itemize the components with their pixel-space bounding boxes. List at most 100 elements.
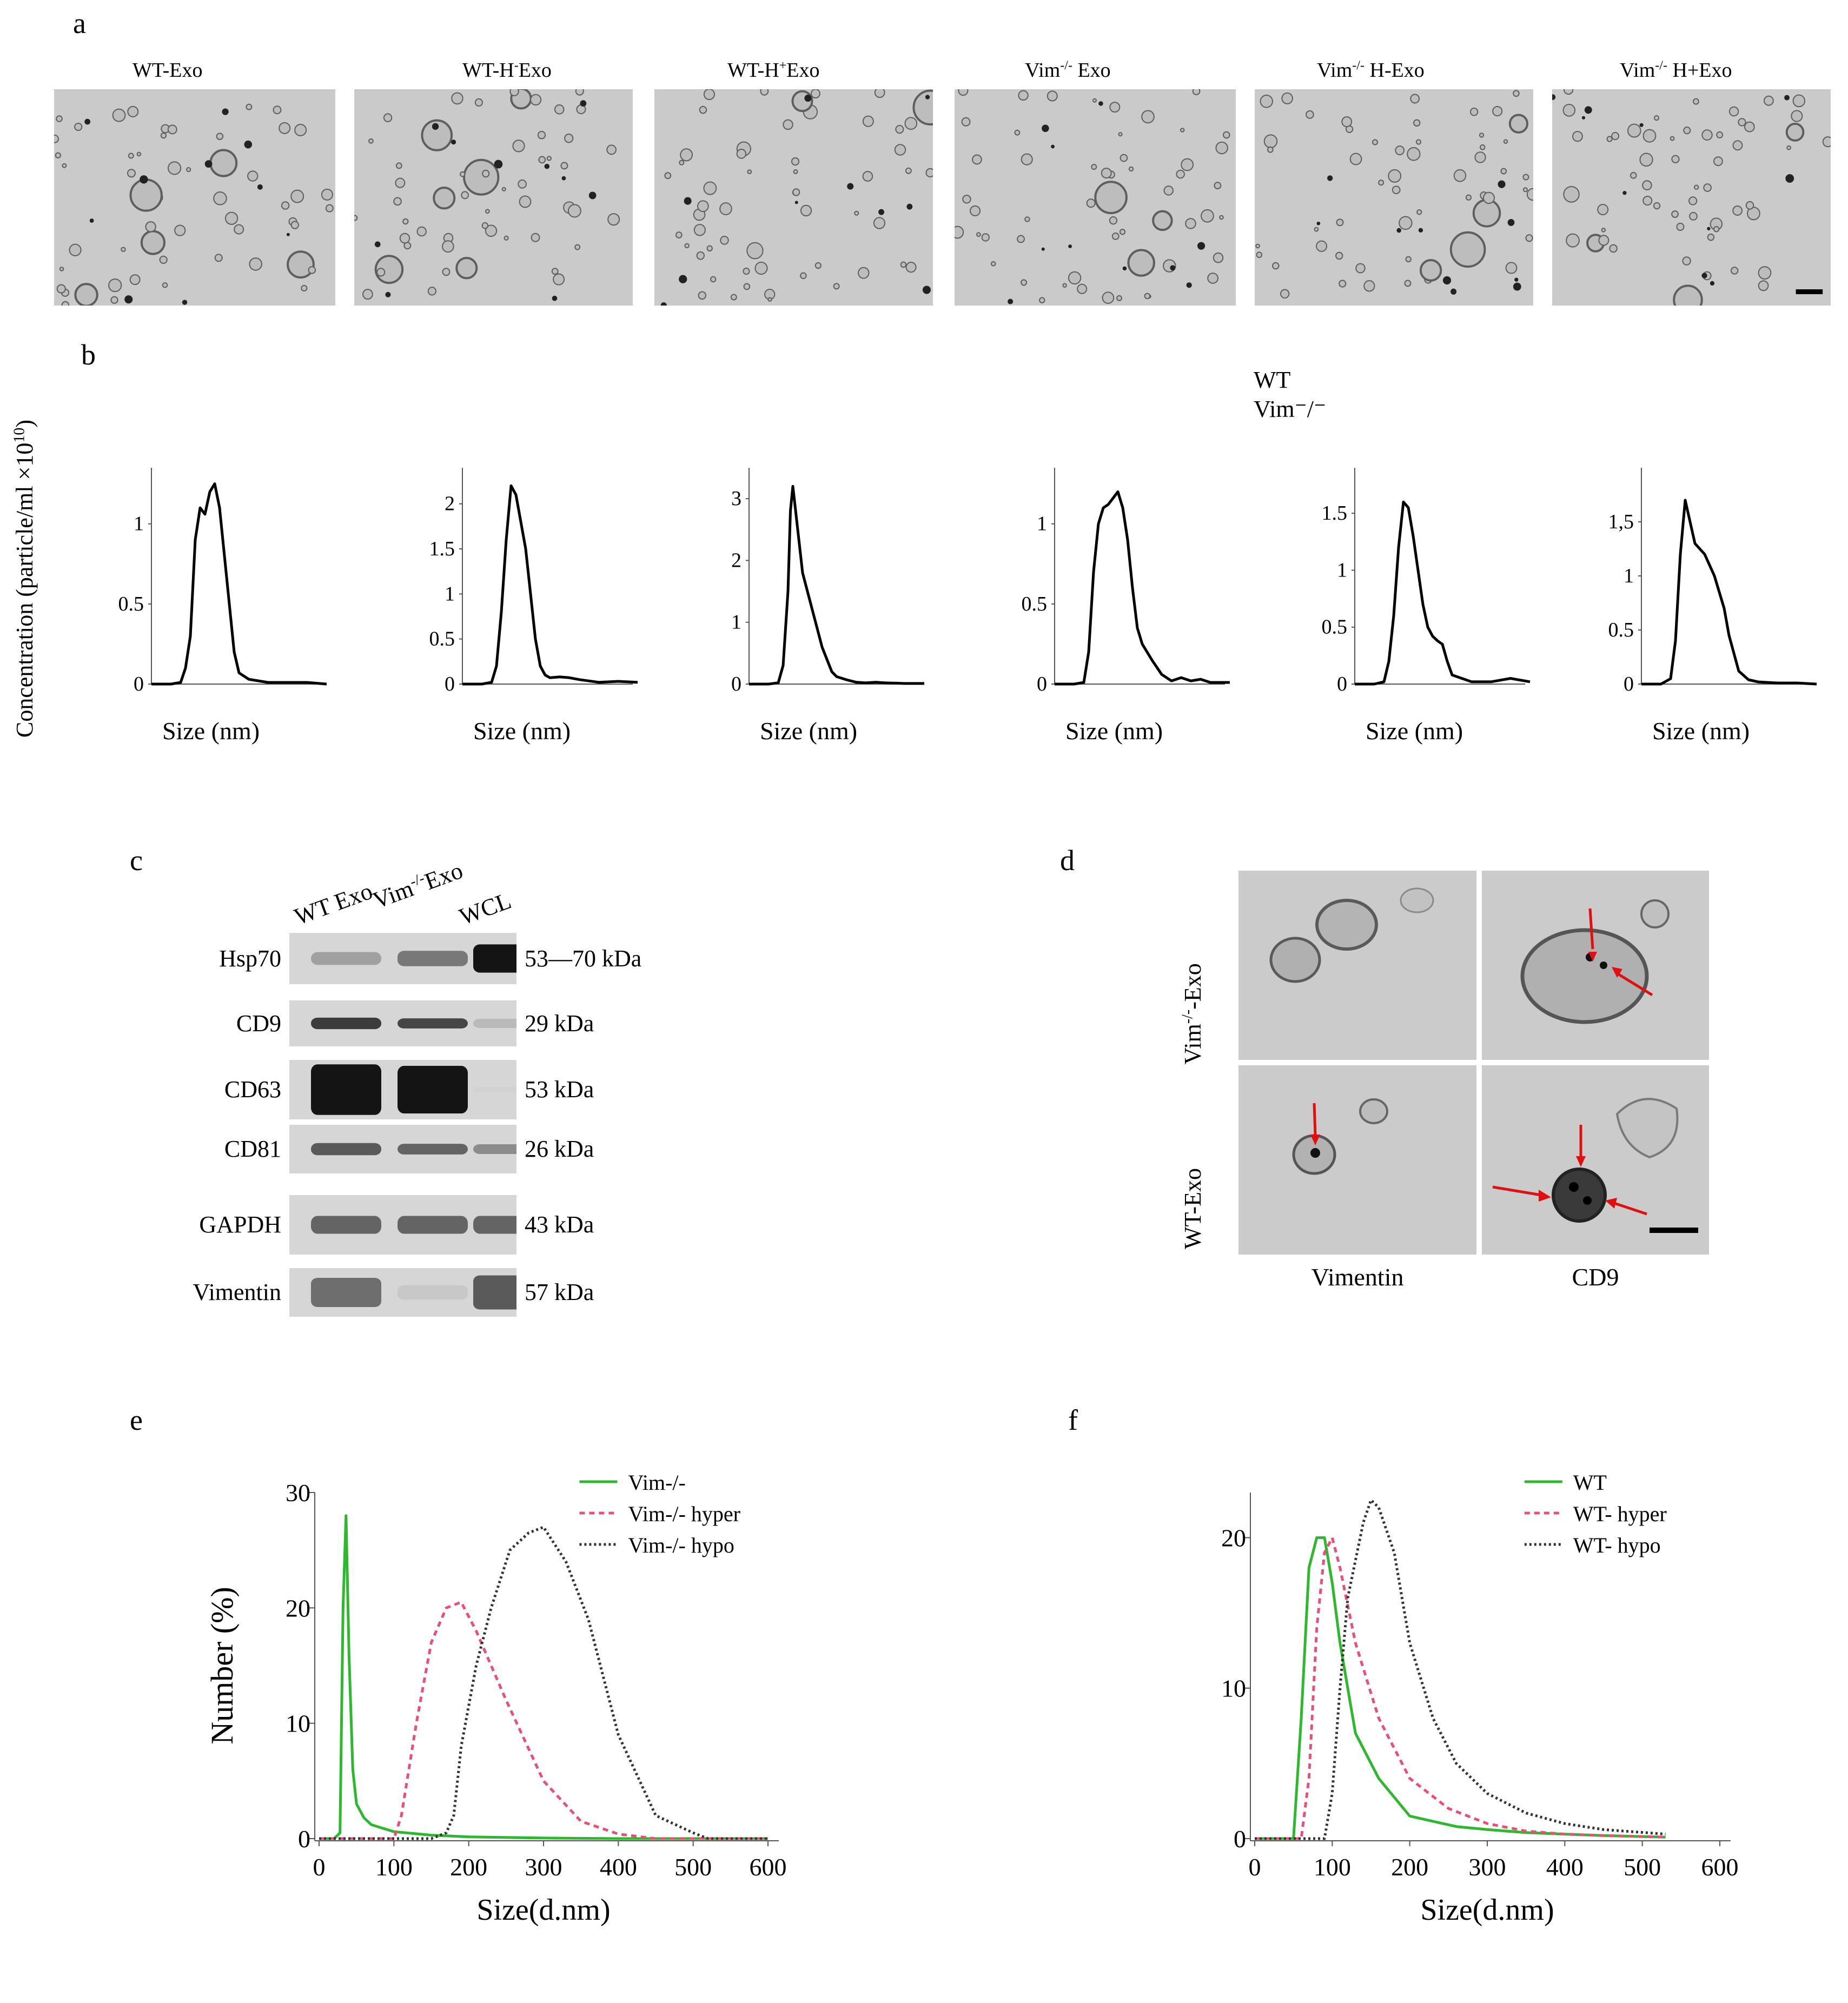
nta-xtick-label: 200 — [822, 695, 851, 698]
dls-legend-label: WT- hypo — [1573, 1533, 1661, 1557]
nta-legend-vim: Vim⁻/⁻ — [1254, 396, 1327, 422]
nta-ytick-label: 1 — [1037, 513, 1047, 535]
tem-label-3: WT-H+Exo — [727, 58, 820, 82]
wb-kda-label: 29 kDa — [525, 1010, 594, 1037]
dls-series-line-2 — [319, 1601, 768, 1840]
nta-ytick-label: 0.5 — [1022, 593, 1048, 615]
panel-label-c: c — [130, 844, 143, 877]
dls-ytick-label: 20 — [286, 1594, 310, 1622]
tem-micrograph-2 — [354, 89, 633, 306]
nta-xtick-label: 200 — [1714, 695, 1744, 698]
dls-ytick-label: 0 — [298, 1825, 310, 1853]
dls-series-line-3 — [1255, 1498, 1666, 1840]
nta-chart-5: 0 0.5 1 1.5 100 200 300 — [1293, 438, 1531, 717]
tem-label-6: Vim-/- H+Exo — [1620, 58, 1732, 82]
nta-xtick-label: 300 — [871, 695, 900, 698]
wb-column-vim-exo: Vim-/-Exo — [369, 857, 467, 914]
wb-band-strip-hsp70 — [289, 933, 516, 984]
nta-xtick-label: 300 — [1476, 695, 1506, 698]
wb-row-label-cd63: CD63 — [224, 1076, 281, 1103]
nta-ytick-label: 1,5 — [1608, 510, 1634, 533]
nta-xtick-label: 100 — [487, 695, 516, 698]
nta-ytick-label: 1 — [731, 611, 741, 634]
dls-series-line-2 — [1255, 1536, 1666, 1840]
nta-ytick-label: 0 — [1624, 673, 1634, 695]
wb-row-label-vimentin: Vimentin — [193, 1279, 281, 1305]
panel-label-d: d — [1060, 844, 1075, 877]
immuno-vim-vimentin — [1238, 871, 1476, 1060]
nta-chart-6: 0 0.5 1 1,5 100 200 300 — [1579, 438, 1817, 717]
immuno-row-label-vim: Vim-/--Exo — [1179, 963, 1206, 1065]
nta-ytick-label: 0.5 — [1322, 616, 1348, 639]
dls-xtick-label: 200 — [1391, 1853, 1428, 1881]
nta-size-distribution-line — [1641, 499, 1817, 686]
nta-ytick-label: 0 — [1037, 673, 1047, 695]
wb-row-label-cd81: CD81 — [224, 1136, 281, 1162]
nta-ytick-label: 2 — [731, 549, 741, 572]
immuno-col-label-cd9: CD9 — [1572, 1263, 1619, 1291]
tem-micrograph-3 — [654, 89, 933, 306]
dls-y-axis-label: Number (%) — [204, 1587, 240, 1745]
nta-chart-1: 0 0.5 1 100 200 300 — [89, 438, 327, 717]
tem-label-5: Vim-/- H-Exo — [1317, 58, 1425, 82]
nta-xtick-label: 200 — [1128, 695, 1157, 698]
dls-chart-f: 0 100 200 300 400 500 600 0 10 20 WT WT- hyper WT- h… — [1221, 1470, 1739, 1927]
dls-series-line-3 — [319, 1526, 768, 1840]
nta-legend: WT Vim⁻/⁻ — [1254, 366, 1326, 424]
dls-x-axis-label: Size(d.nm) — [1420, 1893, 1554, 1927]
wb-row-label-hsp70: Hsp70 — [219, 945, 281, 972]
dls-xtick-label: 500 — [1624, 1853, 1661, 1881]
nta-ytick-label: 0.5 — [118, 593, 144, 615]
nta-ytick-label: 1 — [1624, 565, 1634, 587]
nta-ytick-label: 0 — [134, 673, 144, 695]
dls-xtick-label: 0 — [313, 1853, 326, 1881]
nta-ytick-label: 1 — [134, 513, 144, 535]
nta-xtick-label: 300 — [1176, 695, 1205, 698]
nta-x-axis-label: Size (nm) — [759, 717, 858, 745]
dls-ytick-label: 30 — [286, 1479, 310, 1507]
nta-size-distribution-line — [462, 484, 638, 686]
dls-xtick-label: 200 — [450, 1853, 487, 1881]
nta-ytick-label: 0.5 — [429, 628, 455, 651]
nta-ytick-label: 0 — [445, 673, 455, 695]
dls-xtick-label: 100 — [375, 1853, 413, 1881]
dls-xtick-label: 0 — [1249, 1853, 1261, 1881]
wb-kda-label: 43 kDa — [525, 1211, 594, 1238]
dls-xtick-label: 400 — [600, 1853, 637, 1881]
nta-ytick-label: 1 — [1337, 559, 1347, 581]
nta-size-distribution-line — [1355, 500, 1531, 686]
dls-legend-label: WT — [1573, 1470, 1607, 1495]
immuno-col-label-vimentin: Vimentin — [1311, 1263, 1404, 1291]
nta-y-axis-label: Concentration (particle/ml ×1010) — [11, 420, 38, 738]
nta-ytick-label: 0.5 — [1608, 619, 1634, 641]
tem-micrograph-6 — [1552, 89, 1831, 306]
nta-xtick-label: 300 — [584, 695, 613, 698]
dls-xtick-label: 500 — [674, 1853, 712, 1881]
nta-x-axis-label: Size (nm) — [1365, 717, 1463, 745]
dls-series-line-1 — [1255, 1536, 1666, 1840]
panel-label-e: e — [130, 1404, 143, 1436]
tem-label-1: WT-Exo — [133, 59, 203, 82]
nta-xtick-label: 100 — [1379, 695, 1408, 698]
dls-ytick-label: 20 — [1221, 1524, 1246, 1551]
panel-label-a: a — [73, 7, 86, 39]
nta-ytick-label: 3 — [731, 487, 741, 510]
tem-micrograph-1 — [54, 89, 335, 306]
dls-xtick-label: 600 — [750, 1853, 787, 1881]
nta-size-distribution-line — [1055, 490, 1230, 686]
nta-chart-4: 0 0.5 1 100 200 300 — [992, 438, 1230, 717]
immuno-vim-cd9 — [1482, 871, 1709, 1060]
wb-band-strip-cd63 — [289, 1060, 516, 1119]
nta-xtick-label: 100 — [1666, 695, 1695, 698]
dls-xtick-label: 600 — [1701, 1853, 1739, 1881]
wb-kda-label: 26 kDa — [525, 1136, 594, 1162]
nta-chart-2: 0 0.5 1 1.5 2 100 200 300 — [400, 438, 638, 717]
nta-xtick-label: 100 — [773, 695, 803, 698]
tem-label-2: WT-H-Exo — [462, 58, 552, 82]
nta-xtick-label: 200 — [535, 695, 565, 698]
nta-ytick-label: 0 — [731, 673, 741, 695]
nta-x-axis-label: Size (nm) — [1652, 717, 1750, 745]
wb-band-strip-cd81 — [289, 1125, 516, 1173]
dls-ytick-label: 10 — [286, 1710, 310, 1737]
nta-x-axis-label: Size (nm) — [1065, 717, 1163, 745]
